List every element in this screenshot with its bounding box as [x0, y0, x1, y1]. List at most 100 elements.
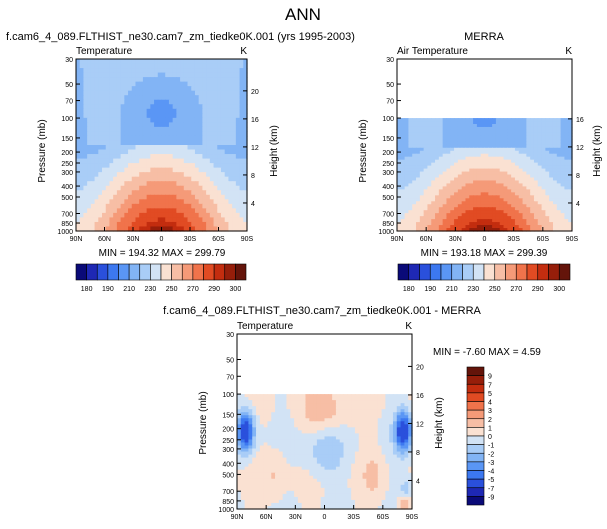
y-tick-label: 30 [386, 57, 394, 64]
field-cell [354, 406, 360, 410]
field-cell [180, 113, 185, 119]
field-cell [124, 99, 129, 105]
field-cell [332, 448, 337, 453]
field-cell [343, 475, 348, 480]
field-cell [457, 198, 463, 202]
field-cell [488, 159, 493, 164]
field-cell [168, 72, 174, 78]
field-cell [146, 99, 151, 105]
field-cell [244, 454, 250, 459]
field-cell [209, 226, 215, 232]
field-cell [442, 222, 448, 226]
field-cell [228, 104, 233, 110]
field-cell [105, 176, 111, 182]
field-cell [427, 189, 432, 193]
field-cell [526, 201, 531, 205]
field-cell [541, 156, 546, 161]
field-cell [552, 118, 558, 122]
field-cell [120, 77, 125, 83]
field-cell [400, 216, 406, 220]
field-cell [404, 448, 409, 453]
field-cell [469, 198, 474, 202]
field-cell [518, 168, 524, 173]
field-cell [83, 108, 88, 114]
field-cell [339, 424, 345, 428]
field-cell [476, 162, 482, 167]
field-cell [335, 406, 341, 410]
field-cell [90, 68, 96, 74]
field-cell [358, 394, 364, 398]
field-cell [499, 138, 505, 143]
field-cell [431, 198, 436, 202]
field-cell [503, 156, 508, 161]
field-cell [202, 208, 207, 214]
field-cell [370, 400, 375, 404]
field-cell [232, 199, 237, 205]
field-cell [392, 412, 398, 416]
field-cell [176, 145, 181, 151]
field-cell [146, 140, 151, 146]
field-cell [408, 472, 413, 477]
field-cell [120, 126, 125, 133]
field-cell [511, 213, 516, 217]
field-cell [560, 138, 565, 143]
field-cell [259, 406, 265, 410]
field-cell [228, 194, 233, 200]
field-cell [290, 466, 295, 471]
field-cell [404, 210, 410, 214]
field-cell [109, 131, 114, 137]
field-cell [248, 454, 253, 459]
field-cell [396, 421, 402, 425]
field-cell [128, 117, 133, 123]
field-cell [102, 95, 107, 101]
field-cell [419, 135, 425, 140]
field-cell [400, 174, 406, 179]
field-cell [461, 219, 467, 223]
field-cell [278, 469, 284, 474]
field-cell [102, 135, 107, 142]
field-cell [419, 168, 425, 173]
field-cell [522, 165, 527, 170]
field-cell [431, 147, 436, 152]
field-cell [518, 207, 524, 211]
field-cell [545, 141, 550, 146]
field-cell [473, 129, 478, 134]
field-cell [392, 427, 398, 431]
field-cell [518, 126, 524, 131]
field-cell [530, 147, 535, 152]
field-cell [404, 222, 410, 226]
field-cell [568, 186, 573, 190]
field-cell [139, 131, 144, 137]
field-cell [514, 150, 520, 155]
field-cell [339, 397, 345, 401]
field-cell [275, 478, 280, 483]
field-cell [564, 213, 569, 217]
field-cell [347, 457, 352, 462]
field-cell [400, 457, 405, 462]
field-cell [135, 185, 140, 191]
field-cell [461, 225, 467, 229]
field-cell [362, 397, 367, 401]
field-cell [198, 95, 203, 101]
field-cell [168, 90, 174, 96]
field-cell [94, 194, 99, 200]
field-cell [476, 126, 482, 131]
field-cell [313, 424, 318, 428]
field-cell [76, 199, 81, 205]
field-cell [392, 442, 398, 447]
field-cell [316, 448, 322, 453]
field-cell [235, 90, 241, 96]
field-cell [568, 210, 573, 214]
field-cell [469, 156, 474, 161]
field-cell [142, 131, 148, 137]
field-cell [511, 156, 516, 161]
field-cell [354, 433, 360, 438]
field-cell [397, 132, 402, 137]
field-cell [202, 63, 207, 69]
field-cell [116, 90, 122, 96]
field-cell [377, 421, 383, 425]
field-cell [275, 394, 280, 398]
field-cell [320, 406, 326, 410]
field-cell [347, 397, 352, 401]
field-cell [124, 104, 129, 110]
